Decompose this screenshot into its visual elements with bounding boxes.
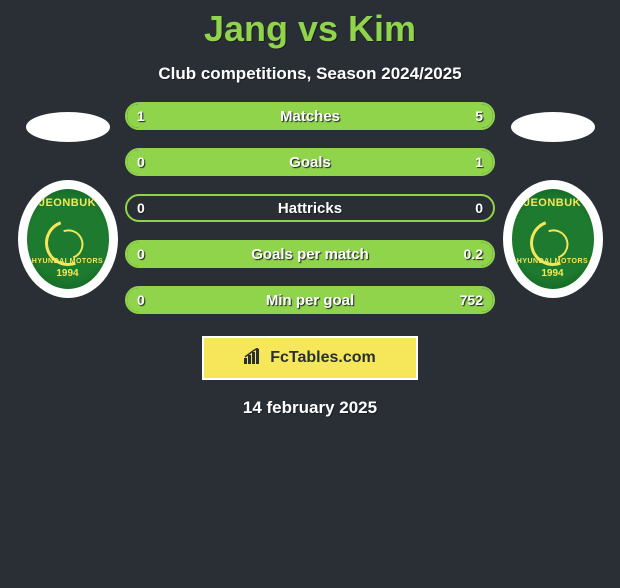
- player-right-column: JEONBUK HYUNDAI MOTORS 1994: [495, 102, 610, 332]
- comparison-layout: JEONBUK HYUNDAI MOTORS 1994 15Matches 01G…: [0, 102, 620, 332]
- club-badge-right: JEONBUK HYUNDAI MOTORS 1994: [503, 180, 603, 300]
- brand-label: FcTables.com: [270, 349, 376, 367]
- chart-icon: [244, 348, 264, 369]
- club-badge-left: JEONBUK HYUNDAI MOTORS 1994: [18, 180, 118, 300]
- badge-top-text: JEONBUK: [27, 197, 109, 209]
- stat-label: Goals per match: [127, 246, 493, 263]
- stats-panel: 15Matches 01Goals 00Hattricks 00.2Goals per…: [125, 102, 495, 332]
- subtitle: Club competitions, Season 2024/2025: [0, 64, 620, 84]
- badge-bottom-text: HYUNDAI MOTORS: [512, 258, 594, 265]
- badge-bottom-text: HYUNDAI MOTORS: [27, 258, 109, 265]
- player-left-column: JEONBUK HYUNDAI MOTORS 1994: [10, 102, 125, 332]
- stat-row: 15Matches: [125, 102, 495, 130]
- stat-row: 00Hattricks: [125, 194, 495, 222]
- stat-row: 00.2Goals per match: [125, 240, 495, 268]
- stat-label: Min per goal: [127, 292, 493, 309]
- footer-date: 14 february 2025: [0, 398, 620, 418]
- badge-top-text: JEONBUK: [512, 197, 594, 209]
- badge-year: 1994: [27, 268, 109, 279]
- page-title: Jang vs Kim: [0, 8, 620, 50]
- stat-label: Goals: [127, 154, 493, 171]
- badge-year: 1994: [512, 268, 594, 279]
- stat-label: Matches: [127, 108, 493, 125]
- stat-label: Hattricks: [127, 200, 493, 217]
- flag-right: [511, 112, 595, 142]
- flag-left: [26, 112, 110, 142]
- brand-tag[interactable]: FcTables.com: [202, 336, 418, 380]
- stat-row: 01Goals: [125, 148, 495, 176]
- stat-row: 0752Min per goal: [125, 286, 495, 314]
